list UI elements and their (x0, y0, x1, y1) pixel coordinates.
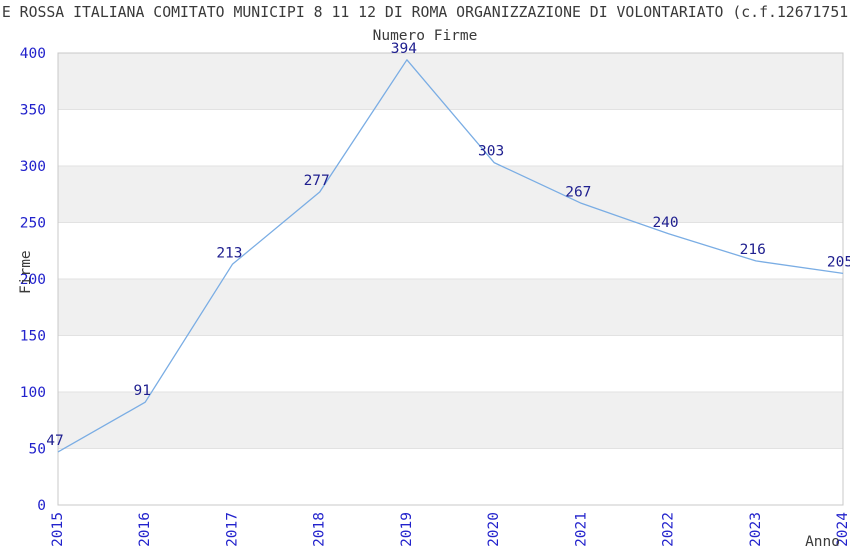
x-tick-label: 2023 (748, 512, 764, 547)
figure-title: E ROSSA ITALIANA COMITATO MUNICIPI 8 11 … (1, 4, 849, 21)
x-tick-label: 2020 (486, 512, 502, 547)
data-point-label: 303 (478, 144, 504, 160)
x-tick-label: 2021 (573, 512, 589, 547)
x-tick-label: 2024 (835, 512, 850, 547)
data-point-label: 216 (740, 242, 766, 258)
grid-band (58, 335, 843, 392)
grid-band (58, 222, 843, 279)
data-point-label: 277 (304, 173, 330, 189)
x-tick-label: 2022 (661, 512, 677, 547)
y-tick-label: 200 (20, 272, 46, 288)
chart-title: Numero Firme (372, 28, 478, 44)
y-tick-label: 50 (29, 442, 46, 458)
x-tick-label: 2019 (399, 512, 415, 547)
y-tick-label: 100 (20, 385, 46, 401)
data-point-label: 47 (46, 433, 63, 449)
y-tick-label: 300 (20, 159, 46, 175)
grid-band (58, 448, 843, 505)
y-axis-title: Firme (18, 250, 34, 294)
y-tick-label: 350 (20, 103, 46, 119)
x-tick-label: 2017 (224, 512, 240, 547)
x-tick-label: 2018 (312, 512, 328, 547)
y-tick-label: 400 (20, 46, 46, 62)
grid-band (58, 279, 843, 336)
data-point-label: 240 (652, 215, 678, 231)
grid-band (58, 166, 843, 223)
plot-border (57, 52, 844, 506)
data-point-label: 91 (133, 383, 150, 399)
x-axis-title: Anno (805, 534, 840, 550)
data-point-label: 213 (216, 245, 242, 261)
data-point-label: 205 (827, 254, 850, 270)
y-tick-label: 0 (37, 498, 46, 514)
y-tick-label: 150 (20, 329, 46, 345)
grid-band (58, 392, 843, 449)
x-tick-label: 2015 (50, 512, 66, 547)
grid-band (58, 53, 843, 110)
grid-band (58, 109, 843, 166)
x-tick-label: 2016 (137, 512, 153, 547)
data-point-label: 267 (565, 184, 591, 200)
y-tick-label: 250 (20, 216, 46, 232)
data-point-label: 394 (391, 41, 417, 57)
data-line (57, 59, 844, 453)
